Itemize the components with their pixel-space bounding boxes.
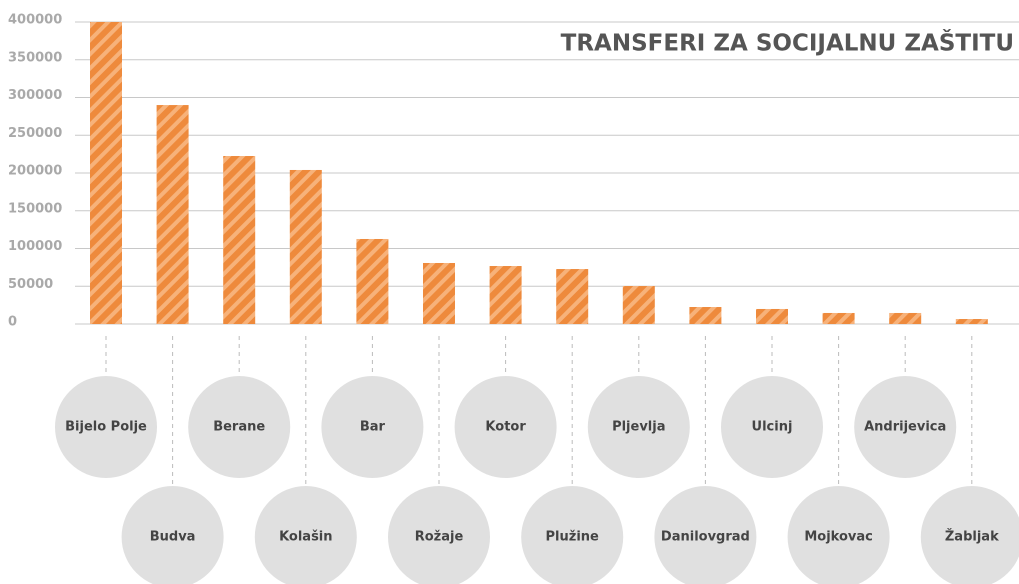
x-tick-label: Ulcinj	[752, 420, 793, 435]
x-tick-label: Budva	[150, 530, 196, 545]
category-circle	[454, 376, 557, 478]
y-tick-label: 100000	[8, 239, 62, 254]
x-tick-label: Danilovgrad	[661, 530, 750, 545]
category-circle	[254, 486, 357, 584]
bar	[289, 169, 322, 324]
x-tick-label: Žabljak	[945, 529, 999, 545]
category-circle	[188, 376, 291, 478]
y-tick-label: 50000	[8, 277, 53, 292]
bar	[556, 269, 589, 324]
bar	[756, 308, 788, 324]
y-tick-label: 300000	[8, 88, 62, 103]
x-tick-label: Bijelo Polje	[65, 420, 147, 435]
y-tick-label: 150000	[8, 201, 62, 216]
bar	[156, 105, 189, 324]
bar	[356, 238, 389, 324]
y-tick-label: 350000	[8, 50, 62, 65]
bar	[622, 286, 655, 324]
bar	[423, 262, 455, 324]
y-tick-label: 0	[8, 315, 17, 330]
y-tick-label: 250000	[8, 126, 62, 141]
x-tick-label: Kolašin	[279, 530, 332, 545]
x-tick-label: Berane	[213, 420, 265, 435]
category-circle	[854, 376, 957, 478]
x-tick-label: Plužine	[546, 530, 600, 545]
bar	[689, 307, 722, 324]
bar	[955, 319, 988, 324]
bar	[822, 312, 855, 324]
x-tick-label: Kotor	[485, 420, 526, 435]
category-circle	[920, 486, 1019, 584]
x-tick-label: Andrijevica	[864, 420, 946, 435]
y-tick-label: 400000	[8, 13, 62, 28]
chart-title: TRANSFERI ZA SOCIJALNU ZAŠTITU	[561, 29, 1014, 57]
category-circle	[787, 486, 890, 584]
x-tick-label: Pljevlja	[612, 420, 665, 435]
y-tick-label: 200000	[8, 164, 62, 179]
bar	[90, 22, 122, 324]
category-circle	[654, 486, 757, 584]
category-circle	[521, 486, 624, 584]
category-circle	[587, 376, 690, 478]
category-circle	[121, 486, 224, 584]
bar	[223, 156, 256, 324]
category-circle	[321, 376, 424, 478]
bar	[489, 266, 522, 324]
category-circle	[388, 486, 490, 584]
bar	[889, 312, 922, 324]
category-circle	[721, 376, 823, 478]
x-tick-label: Rožaje	[415, 530, 464, 545]
x-tick-label: Mojkovac	[804, 530, 873, 545]
category-circle	[55, 376, 157, 478]
x-tick-label: Bar	[360, 420, 386, 435]
